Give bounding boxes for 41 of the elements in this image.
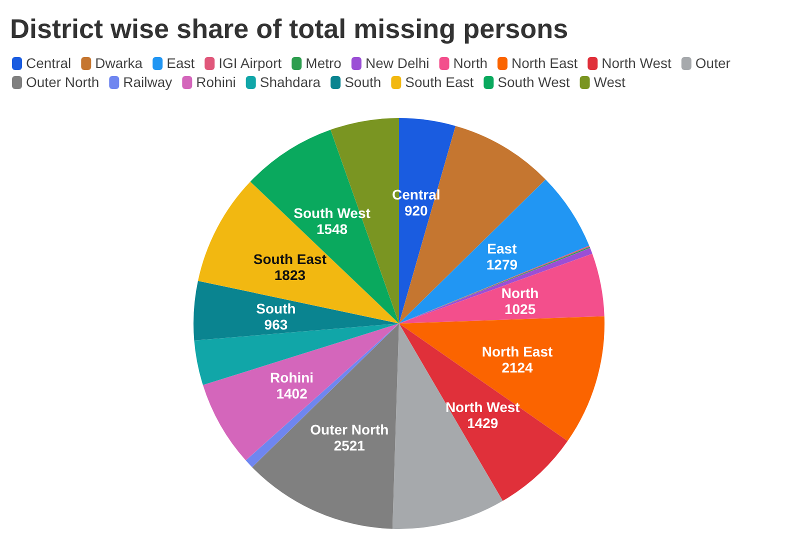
legend-label: West: [594, 74, 626, 90]
data-label: 1823: [274, 266, 306, 283]
legend-label: Dwarka: [95, 55, 143, 71]
legend-label: South East: [405, 74, 474, 90]
legend-label: New Delhi: [365, 55, 430, 71]
data-label: 1025: [504, 301, 536, 318]
data-label: 2521: [334, 437, 366, 454]
slice-label: South: [256, 300, 296, 317]
legend-label: South: [344, 74, 382, 90]
slice-label: North West: [445, 399, 520, 416]
data-label: 1429: [467, 415, 498, 432]
legend-label: Central: [26, 55, 72, 71]
legend-label: Outer: [695, 55, 731, 71]
slice-label: East: [487, 240, 518, 257]
slice-label: North: [501, 285, 539, 302]
legend-label: North West: [602, 55, 672, 71]
pie-slice: [194, 280, 399, 340]
data-label: 1548: [316, 220, 348, 237]
legend-label: North: [453, 55, 488, 71]
slice-label: South West: [294, 204, 371, 221]
pie-slice: [399, 316, 604, 441]
slice-label: Rohini: [270, 369, 314, 386]
slice-label: North East: [482, 343, 553, 360]
data-label: 963: [264, 316, 288, 333]
legend-label: South West: [498, 74, 570, 90]
legend-label: IGI Airport: [218, 55, 282, 71]
legend-label: North East: [512, 55, 578, 71]
legend-label: East: [166, 55, 195, 71]
data-label: 920: [404, 202, 428, 218]
legend-label: Outer North: [26, 74, 100, 90]
legend-label: Metro: [306, 55, 342, 71]
chart-title: District wise share of total missing persons: [10, 14, 568, 44]
legend-label: Railway: [123, 74, 172, 90]
legend-label: Shahdara: [260, 74, 321, 90]
data-label: 1402: [276, 385, 308, 402]
slice-label: Outer North: [310, 421, 389, 438]
legend-label: Rohini: [196, 74, 236, 90]
data-label: 1279: [486, 256, 518, 273]
data-label: 2124: [502, 359, 534, 376]
pie-slice: [399, 324, 568, 501]
slice-label: South East: [253, 250, 327, 267]
